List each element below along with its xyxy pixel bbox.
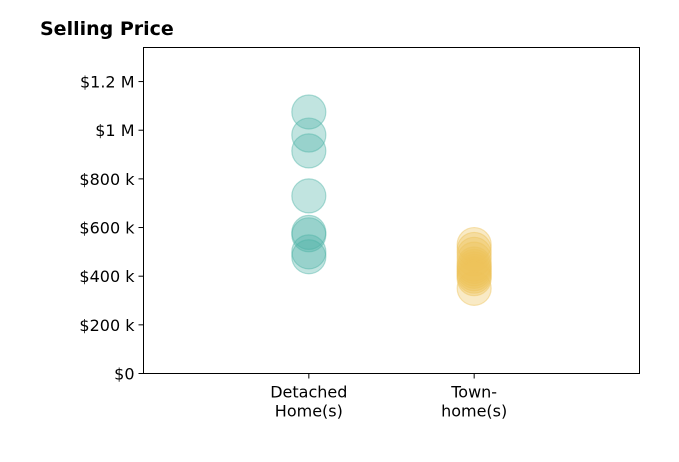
chart-title: Selling Price (40, 18, 174, 40)
data-point (456, 253, 492, 289)
y-tick-label: $400 k (79, 267, 135, 286)
data-points-layer (291, 94, 492, 306)
data-point (456, 231, 492, 268)
data-point (456, 226, 492, 263)
data-point (291, 214, 327, 250)
data-point (291, 94, 327, 130)
data-point (291, 133, 327, 169)
y-tick-label: $1 M (95, 121, 134, 140)
data-point (291, 178, 327, 214)
plot-frame (143, 47, 640, 374)
data-point (456, 258, 492, 294)
data-point (456, 251, 492, 287)
y-tick-label: $200 k (79, 316, 135, 335)
y-tick-label: $600 k (79, 219, 135, 238)
data-point (456, 236, 492, 272)
y-tick-label: $0 (114, 365, 134, 384)
y-tick-label: $800 k (79, 170, 135, 189)
data-point (456, 270, 492, 306)
data-point (291, 117, 327, 153)
x-category-label: Detached Home(s) (270, 383, 347, 421)
x-axis: Detached Home(s) Town-home(s) (270, 373, 507, 421)
data-point (456, 256, 492, 292)
data-point (456, 248, 492, 285)
data-point (456, 241, 492, 277)
y-axis: $0 $200 k $400 k $600 k $800 k $1 M $1.2 M (79, 73, 144, 384)
x-category-label: Town-home(s) (441, 383, 507, 421)
data-point (291, 239, 327, 275)
data-point (291, 217, 327, 253)
data-point (456, 261, 492, 297)
data-point (456, 246, 492, 282)
data-point (291, 234, 327, 270)
y-tick-label: $1.2 M (80, 73, 135, 92)
